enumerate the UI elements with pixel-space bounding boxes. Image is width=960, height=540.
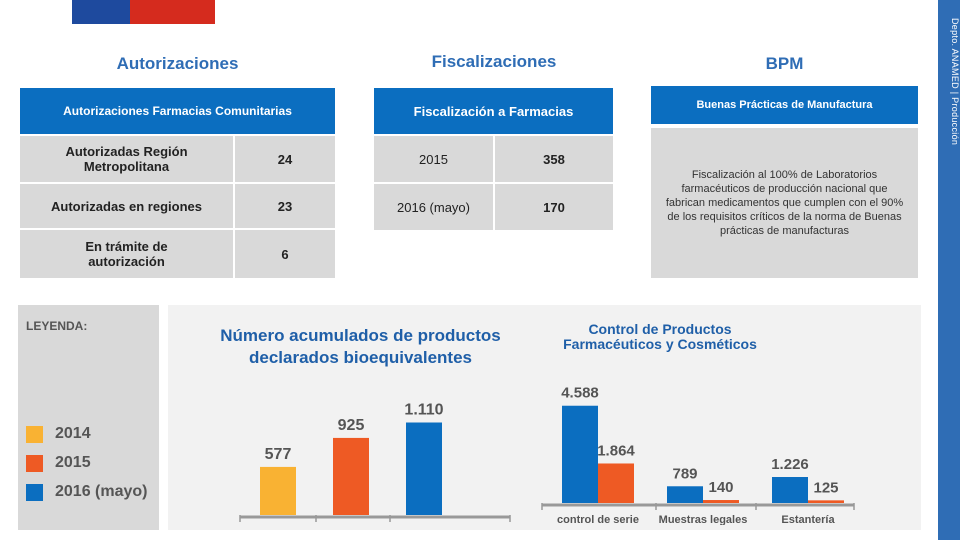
row-label: Autorizadas Región Metropolitana <box>18 134 235 184</box>
chart1-data-label: 1.110 <box>404 402 443 419</box>
chart2-svg: 4.588 1.864 control de serie 789 140 Muestras… <box>541 385 855 525</box>
legend-item: 2015 <box>26 454 91 472</box>
autorizaciones-title: Autorizaciones <box>116 54 239 73</box>
legend-item: 2014 <box>26 425 91 443</box>
legend-label: 2015 <box>55 454 91 471</box>
legend-title: LEYENDA: <box>26 319 88 333</box>
legend-panel: LEYENDA: 2014 2015 2016 (mayo) <box>18 305 159 530</box>
table-row: 2016 (mayo) 170 <box>372 182 615 232</box>
chart2-bar <box>562 405 598 503</box>
row-value: 170 <box>493 182 615 232</box>
autorizaciones-table: Autorizaciones Farmacias Comunitarias Au… <box>18 86 337 280</box>
sidebar: Depto. ANAMED | Producción <box>938 0 960 540</box>
row-label: 2015 <box>372 134 495 184</box>
legend-swatch-2016 <box>26 483 43 501</box>
chart1-bar-2014 <box>260 466 296 515</box>
chart1-svg: 577 925 1.110 <box>239 402 511 522</box>
chart2-data-label: 140 <box>708 479 733 496</box>
chart1-title: Número acumulados de productos declarado… <box>220 326 501 367</box>
chart2-category-label: Estantería <box>781 514 835 525</box>
chart2-data-label: 125 <box>813 479 838 496</box>
chart2-bar <box>808 500 844 503</box>
row-label: 2016 (mayo) <box>372 182 495 232</box>
autorizaciones-header: Autorizaciones Farmacias Comunitarias <box>18 86 337 136</box>
table-row: Autorizadas Región Metropolitana 24 <box>18 134 337 184</box>
legend-item: 2016 (mayo) <box>26 483 148 501</box>
row-value: 24 <box>233 134 337 184</box>
flag-red-block <box>130 0 215 24</box>
legend-label: 2016 (mayo) <box>55 483 148 500</box>
chart2-data-label: 1.864 <box>597 442 635 459</box>
legend-swatch-2014 <box>26 425 43 443</box>
table-header-row: Fiscalización a Farmacias <box>372 86 615 136</box>
row-value: 358 <box>493 134 615 184</box>
bpm-body: Fiscalización al 100% de Laboratorios fa… <box>651 128 918 278</box>
chart1-data-label: 925 <box>338 417 365 434</box>
fiscalizaciones-table: Fiscalización a Farmacias 2015 358 2016 … <box>372 86 615 232</box>
row-value: 6 <box>233 228 337 280</box>
chart2-bar <box>703 500 739 503</box>
chart2-bar <box>772 477 808 503</box>
fiscalizaciones-header: Fiscalización a Farmacias <box>372 86 615 136</box>
chart2-title: Control de Productos Farmacéuticos y Cos… <box>563 321 757 352</box>
chart2-category-label: Muestras legales <box>659 514 748 525</box>
chart2-data-label: 1.226 <box>771 456 809 473</box>
table-header-row: Autorizaciones Farmacias Comunitarias <box>18 86 337 136</box>
row-value: 23 <box>233 182 337 230</box>
chart2-data-label: 4.588 <box>561 385 599 402</box>
legend-swatch-2015 <box>26 454 43 472</box>
row-label: En trámite de autorización <box>18 228 235 280</box>
bpm-header: Buenas Prácticas de Manufactura <box>651 86 918 124</box>
chart2-bar <box>667 486 703 503</box>
table-row: 2015 358 <box>372 134 615 184</box>
chart2-data-label: 789 <box>672 465 697 482</box>
fiscalizaciones-title: Fiscalizaciones <box>431 52 557 71</box>
flag-blue-block <box>72 0 130 24</box>
table-row: En trámite de autorización 6 <box>18 228 337 280</box>
chart1-data-label: 577 <box>265 446 292 463</box>
legend-label: 2014 <box>55 425 91 442</box>
chart2-category-label: control de serie <box>557 514 639 525</box>
chart2-bar <box>598 463 634 503</box>
row-label: Autorizadas en regiones <box>18 182 235 230</box>
bpm-title: BPM <box>765 54 804 73</box>
charts-panel: Número acumulados de productos declarado… <box>168 305 921 530</box>
chart1-bar-2015 <box>333 437 369 515</box>
table-row: Autorizadas en regiones 23 <box>18 182 337 230</box>
sidebar-label: Depto. ANAMED | Producción <box>950 18 960 146</box>
chart1-bar-2016-mayo- <box>406 422 442 515</box>
